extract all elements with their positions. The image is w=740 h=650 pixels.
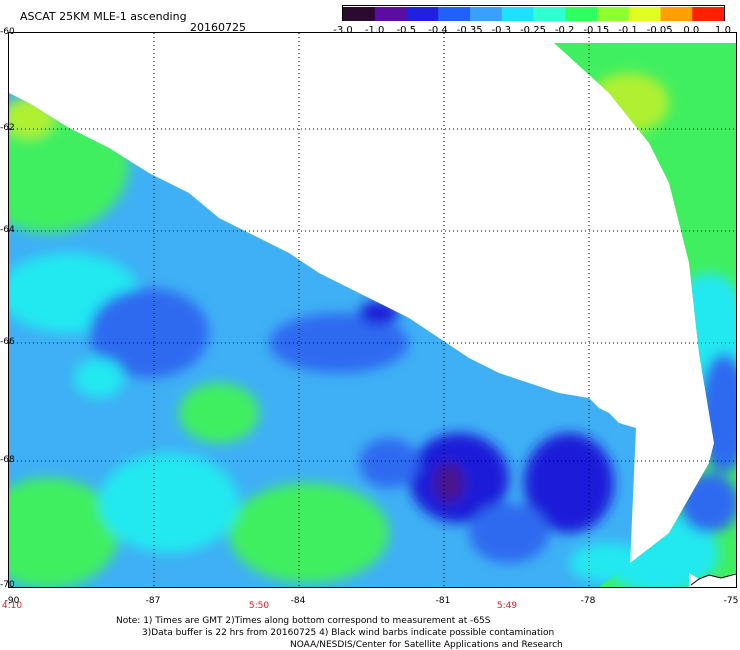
colorbar-swatch [533,7,566,21]
colorbar-swatch [565,7,598,21]
colorbar-swatch [438,7,471,21]
time-label: 5:49 [496,601,518,611]
map-date: 20160725 [190,21,246,34]
colorbar-swatch [660,7,693,21]
colorbar-label: -0.25 [520,25,546,36]
colorbar-swatch [470,7,503,21]
colorbar-swatch [597,7,630,21]
land-outline [689,573,736,587]
lon-label: -75 [723,596,739,606]
colorbar-swatch [374,7,407,21]
lat-label: -62 [0,123,15,133]
lon-label: -81 [435,596,451,606]
colorbar-swatch [692,7,725,21]
colorbar-label: -0.2 [554,25,575,36]
map-title: ASCAT 25KM MLE-1 ascending [20,10,187,23]
lat-label: -68 [0,455,15,465]
lon-label: -87 [145,596,161,606]
map-svg [9,33,736,587]
colorbar-label: -0.1 [618,25,638,36]
lat-label: -70 [0,580,15,590]
colorbar-label: 1.0 [715,25,731,36]
coastline [690,573,736,586]
note-line-2: 3)Data buffer is 22 hrs from 20160725 4)… [142,628,555,638]
lon-label: -78 [580,596,596,606]
colorbar-label: -0.5 [396,25,417,36]
colorbar-label: -0.4 [428,25,448,36]
colorbar-label: -0.15 [583,25,610,36]
grid-lines [9,33,736,587]
note-line-1: Note: 1) Times are GMT 2)Times along bot… [116,616,491,626]
left-swath [9,93,636,587]
time-label: 5:50 [248,601,270,611]
map-plot [8,32,737,588]
lon-label: -84 [290,596,306,606]
colorbar-swatch [501,7,534,21]
time-label: 4:10 [1,601,23,611]
colorbar-label: -0.35 [456,25,483,36]
colorbar-label: -0.3 [491,25,512,36]
lat-label: -64 [0,225,15,235]
colorbar-label: -0.05 [646,25,673,36]
colorbar-gradient [343,7,725,21]
colorbar-swatch [343,7,376,21]
lon-label: -90 [4,596,20,606]
colorbar [342,5,725,21]
colorbar-label: 0.0 [683,25,700,36]
colorbar-swatch [628,7,661,21]
lat-label: -66 [0,337,15,347]
colorbar-swatch [406,7,439,21]
lat-label: -60 [0,27,15,37]
colorbar-label: -3.0 [333,25,353,36]
colorbar-label: -1.0 [364,25,385,36]
note-line-3: NOAA/NESDIS/Center for Satellite Applica… [290,640,563,650]
